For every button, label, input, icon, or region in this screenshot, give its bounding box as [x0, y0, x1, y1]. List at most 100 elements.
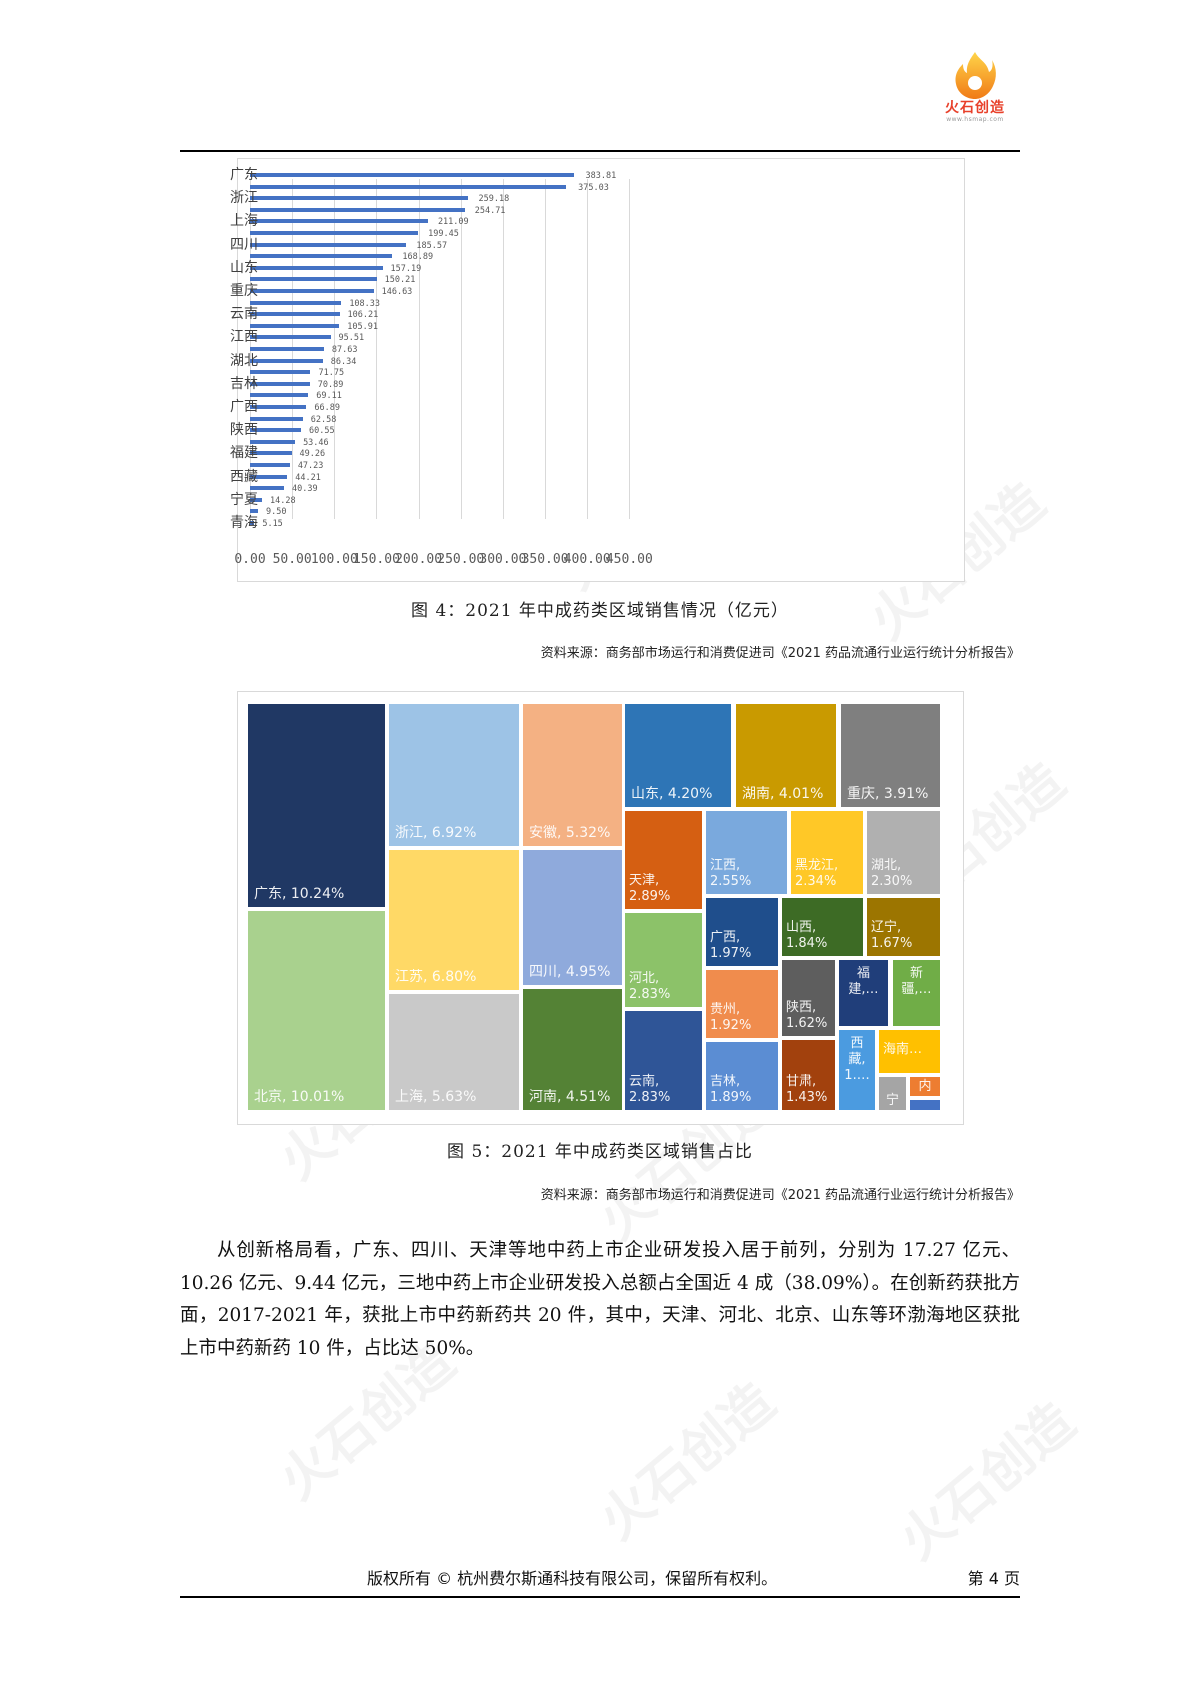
- treemap-tile-天津: 天津, 2.89%: [625, 811, 702, 909]
- treemap-tile-label: 河北, 2.83%: [629, 971, 671, 1002]
- x-tick-label: 100.00: [310, 552, 358, 567]
- gridline: [418, 179, 420, 519]
- bar-value-label: 95.51: [338, 333, 365, 344]
- treemap-tile-label: 浙江, 6.92%: [395, 825, 477, 841]
- logo-url: www.hsmap.com: [946, 116, 1004, 123]
- treemap-tile-label: 宁: [885, 1093, 900, 1108]
- category-label: 广东: [230, 167, 258, 183]
- bar-value-label: 105.91: [347, 321, 378, 332]
- bar: [250, 300, 342, 305]
- bar-value-label: 254.71: [474, 205, 506, 216]
- watermark: 火石创造: [588, 1371, 787, 1552]
- treemap-tile-云南: 云南, 2.83%: [625, 1011, 702, 1110]
- bar: [250, 219, 428, 224]
- logo-text: 火石创造: [945, 100, 1005, 116]
- bar-value-label: 60.55: [309, 426, 335, 437]
- company-logo: 火石创造 www.hsmap.com: [930, 50, 1020, 140]
- bar-value-label: 66.89: [314, 403, 340, 413]
- treemap-tile-河南: 河南, 4.51%: [523, 989, 622, 1110]
- treemap-tile-上海: 上海, 5.63%: [389, 994, 519, 1110]
- bar: [250, 497, 263, 502]
- x-tick-label: 400.00: [563, 552, 611, 567]
- bar-value-label: 86.34: [330, 356, 357, 367]
- category-label: 四川: [230, 236, 258, 253]
- category-label: 西藏: [230, 468, 258, 485]
- bar-value-label: 259.18: [478, 194, 510, 205]
- bar-value-label: 157.19: [390, 263, 422, 274]
- gridline: [587, 179, 589, 519]
- treemap-tile-陕西: 陕西, 1.62%: [782, 960, 835, 1036]
- category-label: 陕西: [230, 422, 258, 439]
- bar: [250, 428, 302, 433]
- header-rule: [180, 150, 1020, 152]
- treemap-tile-label: 安徽, 5.32%: [529, 825, 611, 841]
- bar: [250, 277, 377, 282]
- bar: [250, 173, 574, 177]
- bar: [250, 439, 296, 444]
- category-label: 青海: [230, 515, 258, 531]
- treemap-tile-广东: 广东, 10.24%: [248, 704, 385, 907]
- bar: [250, 521, 255, 525]
- x-tick-label: 200.00: [395, 552, 443, 567]
- treemap-tile-label: 广东, 10.24%: [254, 886, 345, 902]
- bar-chart-figure-4: 0.00 50.00 100.00 150.00 200.00 250.00 300.00 3…: [230, 158, 965, 582]
- bar-value-label: 211.09: [437, 217, 469, 228]
- treemap-tile-label: 海南…: [883, 1042, 923, 1057]
- bar-value-label: 150.21: [384, 275, 416, 286]
- treemap-figure-5: 广东, 10.24% 北京, 10.01% 浙江, 6.92% 江苏, 6.80% 上海…: [237, 691, 964, 1125]
- treemap-tile-label: 贵州, 1.92%: [710, 1002, 752, 1033]
- treemap-tile-湖南: 湖南, 4.01%: [736, 704, 836, 807]
- treemap-tile-湖北: 湖北, 2.30%: [867, 811, 940, 894]
- figure-5-source: 资料来源：商务部市场运行和消费促进司《2021 药品流通行业运行统计分析报告》: [540, 1188, 1020, 1203]
- bar-value-label: 69.11: [316, 391, 342, 402]
- bar-value-label: 71.75: [318, 368, 345, 379]
- bar-value-label: 87.63: [331, 345, 358, 355]
- treemap-tile-福建: 福 建,…: [839, 960, 888, 1026]
- treemap-tile-label: 重庆, 3.91%: [847, 786, 929, 802]
- treemap-tile-山西: 山西, 1.84%: [782, 898, 863, 956]
- bar: [250, 312, 340, 317]
- treemap-tile-label: 山西, 1.84%: [786, 920, 828, 951]
- footer-rule: [180, 1596, 1020, 1598]
- category-label: 江西: [230, 329, 258, 346]
- treemap-tile-label: 云南, 2.83%: [629, 1074, 671, 1105]
- bar-value-label: 53.46: [303, 437, 329, 448]
- treemap-tile-label: 北京, 10.01%: [254, 1089, 345, 1105]
- bar: [250, 335, 331, 340]
- treemap-tile-other: [910, 1100, 940, 1110]
- bar: [250, 323, 340, 328]
- bar-value-label: 14.28: [270, 495, 296, 506]
- treemap-tile-label: 甘肃, 1.43%: [786, 1074, 828, 1105]
- watermark: 火石创造: [888, 1391, 1087, 1572]
- treemap-tile-label: 上海, 5.63%: [395, 1089, 477, 1105]
- bar: [250, 405, 307, 409]
- bar-value-label: 146.63: [381, 287, 413, 297]
- treemap-tile-label: 陕西, 1.62%: [786, 1000, 828, 1031]
- treemap-tile-label: 新 疆,…: [901, 966, 932, 997]
- page-number: 第 4 页: [967, 1569, 1020, 1588]
- bar-value-label: 168.89: [402, 252, 434, 263]
- bar-value-label: 185.57: [416, 240, 448, 251]
- treemap-tile-label: 福 建,…: [848, 966, 879, 997]
- treemap-tile-西藏: 西 藏, 1.…: [839, 1030, 875, 1110]
- bar-value-label: 47.23: [297, 461, 324, 471]
- treemap-tile-山东: 山东, 4.20%: [625, 704, 731, 807]
- x-tick-label: 250.00: [437, 552, 485, 567]
- bar: [250, 265, 383, 270]
- bar: [250, 451, 292, 456]
- gridline: [629, 179, 631, 519]
- treemap-tile-label: 四川, 4.95%: [529, 964, 611, 980]
- bar: [250, 242, 407, 247]
- gridline: [376, 179, 378, 519]
- figure-5-caption: 图 5：2021 年中成药类区域销售占比: [447, 1142, 753, 1162]
- figure-4-caption: 图 4：2021 年中成药类区域销售情况（亿元）: [411, 601, 789, 621]
- bar-value-label: 62.58: [310, 414, 337, 425]
- gridline: [460, 179, 462, 519]
- treemap-tile-四川: 四川, 4.95%: [523, 850, 622, 985]
- treemap-tile-label: 江苏, 6.80%: [395, 969, 477, 985]
- treemap-tile-宁: 宁: [879, 1077, 906, 1110]
- bar-value-label: 44.21: [295, 472, 321, 483]
- category-label: 广西: [230, 399, 258, 415]
- treemap-tile-辽宁: 辽宁, 1.67%: [867, 898, 940, 956]
- treemap-tile-吉林: 吉林, 1.89%: [706, 1042, 778, 1110]
